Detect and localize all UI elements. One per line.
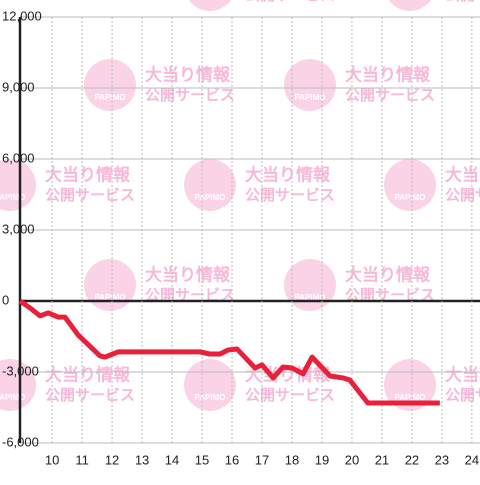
watermark-text: 大当り情報	[145, 264, 231, 284]
watermark-brand: PAPIMO	[295, 93, 326, 102]
x-tick-label: 16	[225, 452, 239, 467]
watermark-text: 大当り情報	[445, 164, 480, 184]
watermark-brand: PAPIMO	[195, 393, 226, 402]
watermark-circle	[0, 159, 36, 211]
watermark-text: 大当り情報	[45, 364, 131, 384]
watermark-brand: PAPIMO	[95, 293, 126, 302]
watermark-text: 公開サービス	[245, 0, 335, 4]
x-tick-label: 21	[375, 452, 389, 467]
watermark-brand: PAPIMO	[0, 193, 25, 202]
watermark-circle	[84, 59, 136, 111]
watermark-text: 大当り情報	[345, 264, 431, 284]
x-tick-label: 11	[75, 452, 89, 467]
watermark-text: 公開サービス	[445, 0, 480, 4]
y-tick-label: 6,000	[2, 150, 35, 165]
watermark-circle	[384, 159, 436, 211]
y-tick-label: 3,000	[2, 221, 35, 236]
x-tick-label: 15	[195, 452, 209, 467]
y-tick-label: 9,000	[2, 79, 35, 94]
watermark-circle	[184, 159, 236, 211]
x-tick-label: 18	[285, 452, 299, 467]
watermark-text: 公開サービス	[145, 87, 235, 104]
watermark-text: 大当り情報	[145, 64, 231, 84]
x-tick-label: 22	[405, 452, 419, 467]
x-tick-label: 13	[135, 452, 149, 467]
watermark-brand: PAPIMO	[295, 293, 326, 302]
watermark-text: 大当り情報	[445, 364, 480, 384]
watermarks: PAPIMO大当り情報公開サービスPAPIMO大当り情報公開サービスPAPIMO…	[0, 0, 480, 411]
grid: -6,000-3,00003,0006,0009,00012,000101112…	[2, 8, 480, 467]
watermark-text: 公開サービス	[345, 87, 435, 104]
x-tick-label: 24	[465, 452, 479, 467]
x-tick-label: 20	[345, 452, 359, 467]
x-tick-label: 19	[315, 452, 329, 467]
watermark-brand: PAPIMO	[0, 393, 25, 402]
y-tick-label: 12,000	[2, 8, 42, 23]
watermark-brand: PAPIMO	[95, 93, 126, 102]
x-tick-label: 23	[435, 452, 449, 467]
watermark-text: 公開サービス	[445, 387, 480, 404]
watermark-circle	[188, 0, 232, 11]
watermark-text: 公開サービス	[45, 187, 135, 204]
watermark-brand: PAPIMO	[195, 0, 226, 2]
plot	[18, 298, 440, 406]
watermark-circle	[388, 0, 432, 11]
x-tick-label: 10	[45, 452, 59, 467]
y-tick-label: 0	[2, 292, 9, 307]
watermark-circle	[284, 259, 336, 311]
watermark-circle	[84, 259, 136, 311]
x-tick-label: 17	[255, 452, 269, 467]
x-tick-label: 14	[165, 452, 179, 467]
watermark-text: 公開サービス	[345, 287, 435, 304]
watermark-text: 公開サービス	[245, 387, 335, 404]
watermark-brand: PAPIMO	[395, 193, 426, 202]
watermark-text: 公開サービス	[445, 187, 480, 204]
watermark-text: 公開サービス	[245, 187, 335, 204]
watermark-text: 公開サービス	[45, 387, 135, 404]
watermark-text: 大当り情報	[45, 164, 131, 184]
watermark-brand: PAPIMO	[395, 393, 426, 402]
data-line	[18, 298, 440, 406]
watermark-text: 大当り情報	[245, 164, 331, 184]
watermark-circle	[284, 59, 336, 111]
watermark-brand: PAPIMO	[395, 0, 426, 2]
watermark-text: 大当り情報	[345, 64, 431, 84]
x-tick-label: 12	[105, 452, 119, 467]
watermark-text: 公開サービス	[145, 287, 235, 304]
watermark-circle	[184, 359, 236, 411]
watermark-brand: PAPIMO	[195, 193, 226, 202]
